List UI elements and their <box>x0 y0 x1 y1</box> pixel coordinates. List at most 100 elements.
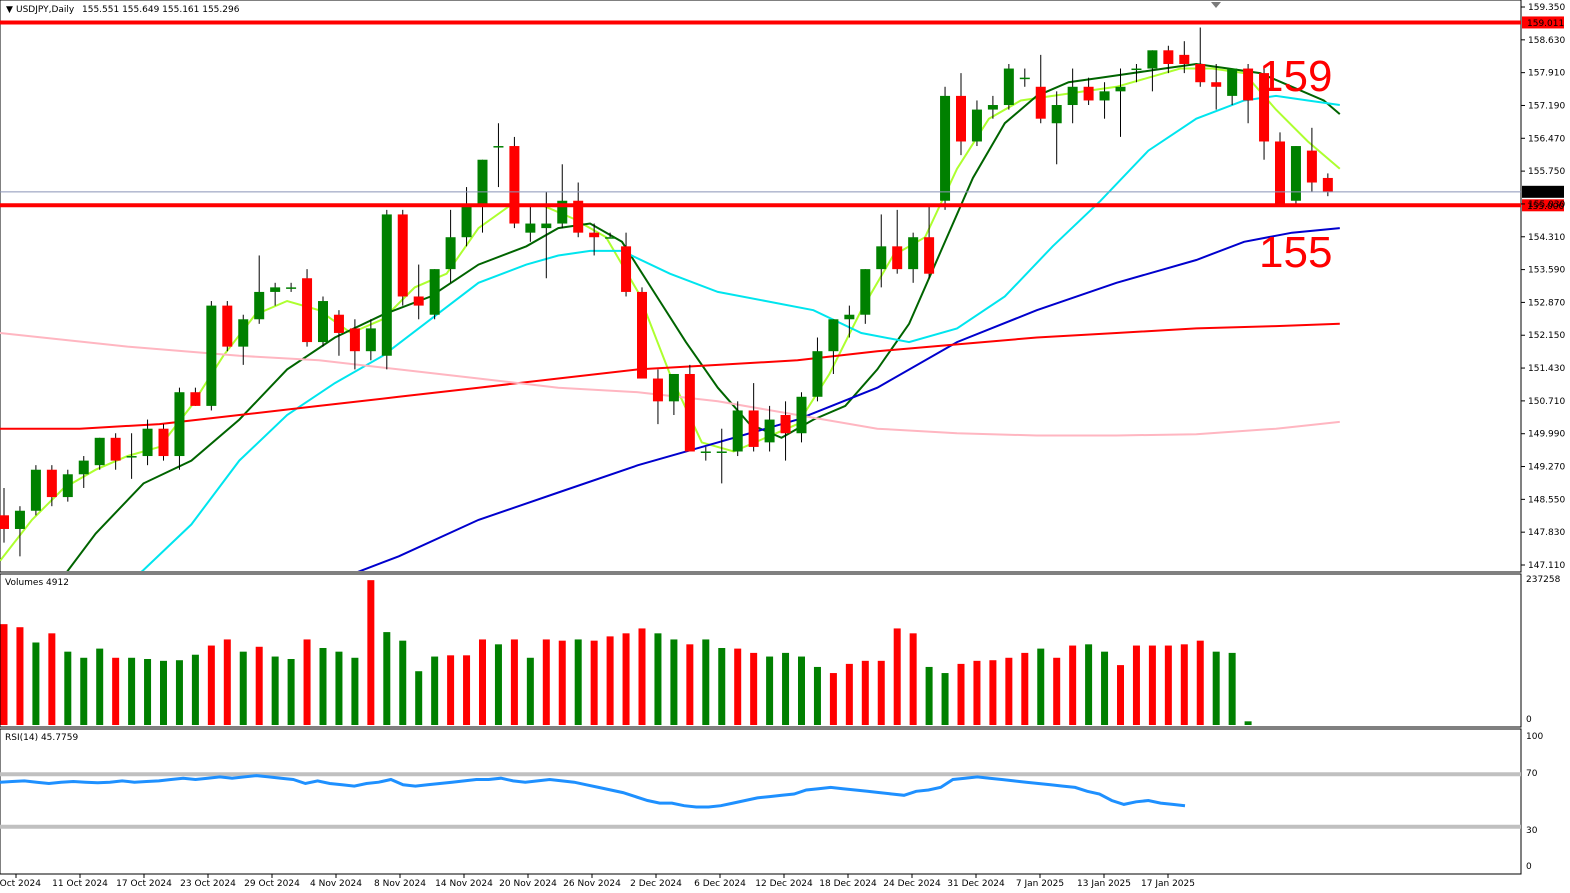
candle-body[interactable] <box>844 314 855 320</box>
candle-body[interactable] <box>1163 50 1174 64</box>
candle-body[interactable] <box>62 474 73 498</box>
candle-body[interactable] <box>381 214 392 356</box>
candle-body[interactable] <box>637 291 647 379</box>
volume-bar <box>941 673 949 725</box>
candle-body[interactable] <box>971 109 982 142</box>
volume-bar <box>606 636 614 725</box>
candle-body[interactable] <box>126 456 137 458</box>
volume-panel[interactable] <box>0 573 1522 728</box>
candle-body[interactable] <box>541 223 552 229</box>
candle-body[interactable] <box>652 378 663 402</box>
candle-body[interactable] <box>812 351 823 397</box>
candle-body[interactable] <box>956 95 966 142</box>
candle-body[interactable] <box>509 146 520 224</box>
candle-body[interactable] <box>190 392 201 406</box>
candle-body[interactable] <box>14 510 25 529</box>
candle-body[interactable] <box>110 437 121 461</box>
candle-body[interactable] <box>493 146 504 148</box>
candle-body[interactable] <box>605 237 616 239</box>
candle-body[interactable] <box>828 319 839 352</box>
candle-body[interactable] <box>796 396 807 434</box>
candle-body[interactable] <box>254 291 265 320</box>
candle-body[interactable] <box>716 451 727 453</box>
candle-body[interactable] <box>908 237 919 270</box>
volume-bar <box>590 640 598 725</box>
candle-body[interactable] <box>142 428 153 457</box>
candle-body[interactable] <box>1211 82 1222 87</box>
candle-body[interactable] <box>302 278 313 343</box>
candle-body[interactable] <box>892 246 903 270</box>
price-tick-label: 157.190 <box>1528 101 1565 111</box>
candle-body[interactable] <box>397 214 408 297</box>
candle-body[interactable] <box>668 373 679 402</box>
candle-body[interactable] <box>684 373 695 452</box>
candle-body[interactable] <box>1322 177 1333 192</box>
candle-body[interactable] <box>621 246 632 292</box>
rsi-panel[interactable] <box>0 728 1522 875</box>
candle-body[interactable] <box>222 305 233 347</box>
candle-body[interactable] <box>1306 150 1317 183</box>
candle-body[interactable] <box>1259 73 1270 142</box>
candle-body[interactable] <box>238 319 249 347</box>
candle-body[interactable] <box>286 287 297 289</box>
candle-body[interactable] <box>349 328 360 352</box>
candle-body[interactable] <box>924 237 935 274</box>
candle-body[interactable] <box>78 460 89 475</box>
volume-bar <box>829 673 837 725</box>
candle-body[interactable] <box>0 515 9 529</box>
candle-body[interactable] <box>1179 54 1190 64</box>
header-marker-icon[interactable]: ▼ <box>6 5 13 15</box>
candle-body[interactable] <box>365 328 376 352</box>
candle-body[interactable] <box>1019 77 1030 80</box>
volume-bar <box>654 633 662 725</box>
candle-body[interactable] <box>860 269 871 315</box>
candle-body[interactable] <box>1003 68 1014 106</box>
shift-marker-icon[interactable] <box>1211 2 1221 8</box>
candle-body[interactable] <box>1243 68 1254 101</box>
candle-body[interactable] <box>94 437 105 466</box>
candle-body[interactable] <box>461 205 472 238</box>
candle-body[interactable] <box>1083 86 1094 101</box>
candle-body[interactable] <box>732 410 743 452</box>
candle-body[interactable] <box>1227 68 1238 96</box>
candle-body[interactable] <box>700 451 711 453</box>
candle-body[interactable] <box>1067 86 1078 106</box>
candle-body[interactable] <box>557 200 568 224</box>
candle-body[interactable] <box>318 301 328 343</box>
candle-body[interactable] <box>1147 50 1158 69</box>
candle-body[interactable] <box>764 419 775 443</box>
candle-body[interactable] <box>174 392 185 457</box>
candle-body[interactable] <box>589 232 600 238</box>
candle-body[interactable] <box>477 159 488 206</box>
candle-body[interactable] <box>525 223 536 233</box>
candle-body[interactable] <box>413 296 424 306</box>
candle-body[interactable] <box>573 200 584 233</box>
candle-body[interactable] <box>270 287 281 292</box>
candle-body[interactable] <box>445 237 456 270</box>
candle-body[interactable] <box>30 469 41 511</box>
candle-body[interactable] <box>1051 105 1062 124</box>
candle-body[interactable] <box>429 269 440 315</box>
candle-body[interactable] <box>1035 86 1046 119</box>
candle-body[interactable] <box>1131 68 1142 71</box>
candle-body[interactable] <box>333 314 344 333</box>
volume-bar <box>463 655 471 725</box>
candle-body[interactable] <box>1195 63 1206 83</box>
volume-bar <box>80 657 88 725</box>
candle-body[interactable] <box>1099 91 1110 101</box>
volume-bar <box>383 632 391 725</box>
candle-body[interactable] <box>46 469 57 498</box>
candle-body[interactable] <box>780 415 791 434</box>
candle-body[interactable] <box>158 428 169 457</box>
candle-body[interactable] <box>987 105 998 110</box>
price-tick-label: 153.590 <box>1528 266 1565 276</box>
candle-body[interactable] <box>940 95 951 201</box>
candle-body[interactable] <box>748 410 759 447</box>
candle-body[interactable] <box>1115 86 1126 92</box>
candle-body[interactable] <box>876 246 887 270</box>
candle-body[interactable] <box>1290 146 1301 201</box>
candle-body[interactable] <box>1275 141 1285 206</box>
volume-bar <box>766 656 774 725</box>
candle-body[interactable] <box>206 305 217 406</box>
